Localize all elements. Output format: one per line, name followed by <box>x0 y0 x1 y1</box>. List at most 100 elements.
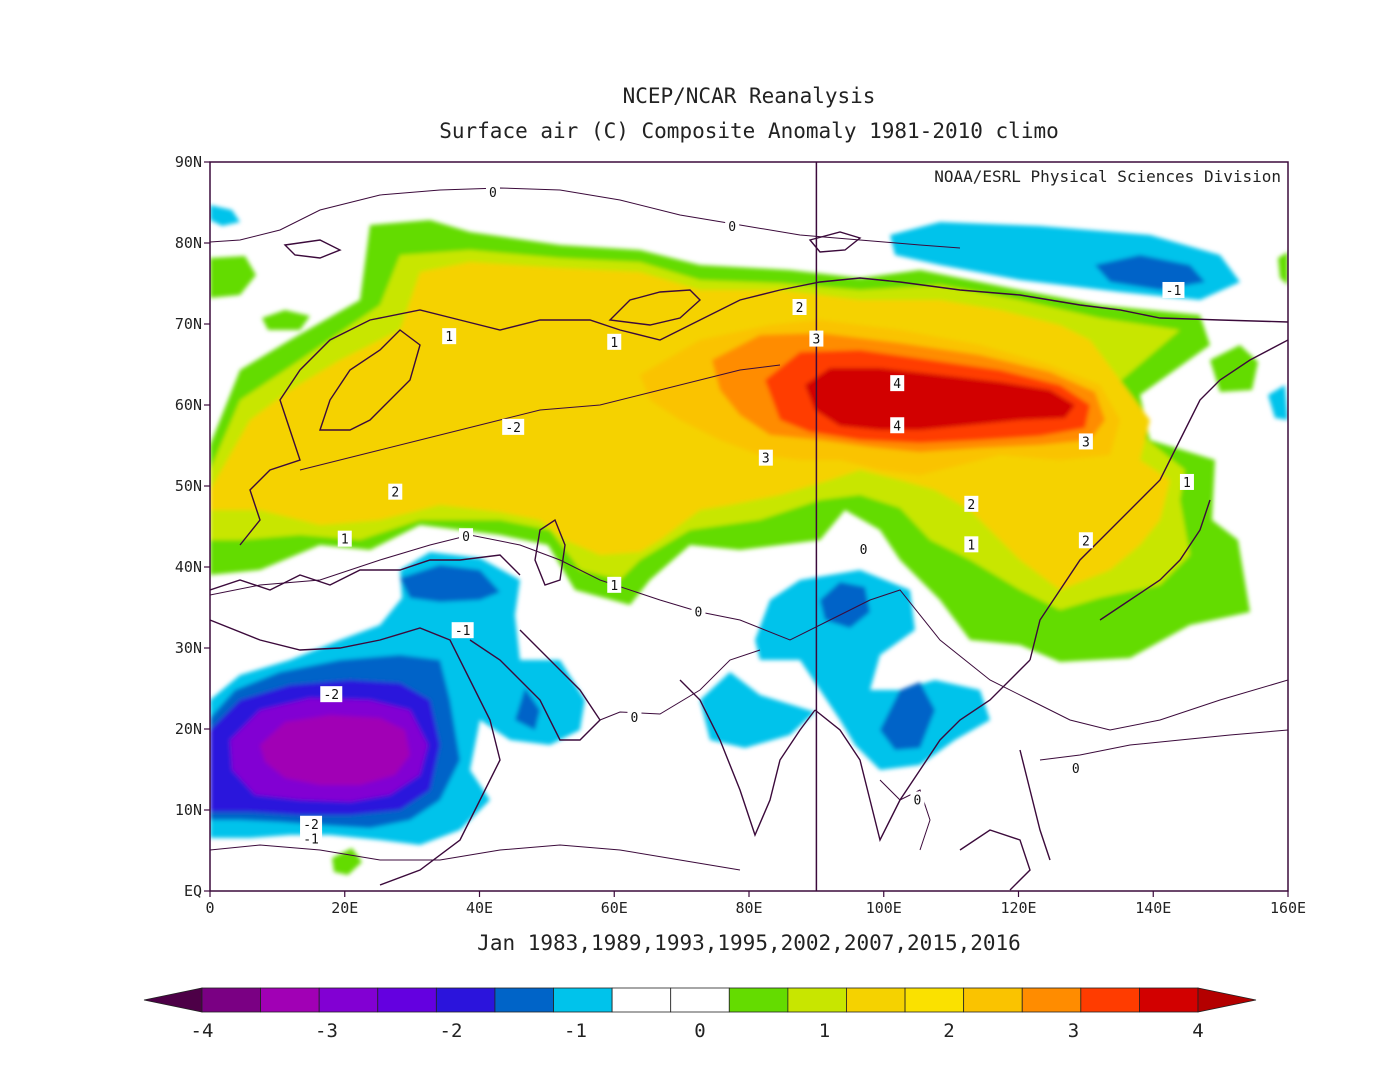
contour-label-text: -1 <box>455 624 471 639</box>
contour-label: 0 <box>627 708 642 726</box>
contour-label-text: 3 <box>1082 435 1090 450</box>
contour-label-box <box>451 622 474 639</box>
anomaly-band-minus-1-central-asia <box>755 570 990 770</box>
anomaly-band-above-4 <box>805 368 1075 430</box>
colorbar-swatch <box>1080 987 1140 1013</box>
contour-label-text: 1 <box>1183 476 1191 491</box>
contour-label-box <box>442 328 457 345</box>
coast-india <box>679 679 816 837</box>
contour-label-text: 0 <box>695 606 703 621</box>
x-tick-label: 140E <box>1135 899 1171 917</box>
contour-label-text: 0 <box>631 711 639 726</box>
coast-caspian <box>534 518 566 586</box>
contour-zero-indochina <box>879 779 931 851</box>
contour-label-text: -1 <box>1166 284 1182 299</box>
anomaly-patch-1-arctic-east <box>1278 252 1288 285</box>
contour-label-box <box>337 530 352 547</box>
anomaly-band-minus-1.5-red-sea <box>515 688 540 730</box>
contour-label-text: 0 <box>1072 762 1080 777</box>
contour-label-text: 0 <box>489 186 497 201</box>
colorbar-tick-label: -3 <box>315 1020 338 1042</box>
anomaly-band-minus-1.5-mideast <box>400 565 500 602</box>
x-tick-label: 80E <box>735 899 762 917</box>
colorbar-swatch <box>787 987 847 1013</box>
coast-europe-asia-north <box>239 277 1288 546</box>
x-axis: 0 20E 40E 60E 80E 100E 120E 140E 160E <box>205 891 1306 917</box>
contour-label-text: 3 <box>812 333 820 348</box>
contour-label-text: 0 <box>860 543 868 558</box>
contour-label-text: 2 <box>967 498 975 513</box>
colorbar-tick-label: -4 <box>191 1020 214 1042</box>
y-tick-label: 60N <box>175 396 202 414</box>
colorbar-swatch <box>611 987 672 1013</box>
contour-label: 3 <box>809 330 824 348</box>
contour-label-box <box>691 603 706 620</box>
coast-mediterranean <box>210 554 521 591</box>
contour-label-box <box>607 576 622 593</box>
colorbar-low-arrow <box>143 987 203 1013</box>
contour-label: 1 <box>607 576 622 594</box>
colorbar-high-arrow <box>1197 987 1257 1013</box>
contour-label-box <box>890 375 905 392</box>
contour-label-text: 0 <box>914 793 922 808</box>
anomaly-patch-minus-1-pacific <box>1268 385 1288 420</box>
contour-label: 2 <box>388 483 403 501</box>
y-tick-label: 30N <box>175 639 202 657</box>
contour-label: 4 <box>890 417 905 434</box>
x-tick-label: 60E <box>601 899 628 917</box>
contour-label-text: 0 <box>728 220 736 235</box>
colorbar-swatch <box>435 987 496 1013</box>
contour-label-box <box>485 183 500 200</box>
contour-label-box <box>856 541 871 558</box>
anomaly-patch-minus-1-arctic-west <box>210 205 240 226</box>
contour-label-box <box>320 686 343 703</box>
contour-label: 1 <box>964 536 979 553</box>
contour-label: 1 <box>337 530 352 548</box>
anomaly-patch-1-pacific <box>1210 345 1258 392</box>
contour-label: 0 <box>691 603 706 621</box>
contour-label: 1 <box>1179 473 1194 491</box>
contour-label-box <box>910 791 925 808</box>
contour-label: -1 <box>451 622 474 639</box>
contour-label-text: 0 <box>462 530 470 545</box>
colorbar-swatch <box>1139 987 1199 1013</box>
y-tick-label: 70N <box>175 315 202 333</box>
contour-zero-mid-latitude <box>210 534 1288 731</box>
contour-label: 0 <box>1068 759 1083 777</box>
x-tick-label: 20E <box>331 899 358 917</box>
coast-japan <box>1099 499 1211 621</box>
y-tick-label: 50N <box>175 477 202 495</box>
coastlines <box>210 231 1288 891</box>
contour-label: 0 <box>910 791 925 808</box>
contour-label-box <box>1179 473 1194 490</box>
contour-label-text: -2 <box>303 818 319 833</box>
contour-label: -1 <box>300 830 323 847</box>
contour-label: 1 <box>607 333 622 351</box>
coast-novaya-zemlya <box>608 289 702 326</box>
contour-label-box <box>459 528 474 545</box>
contour-label-box <box>627 708 642 725</box>
x-tick-label: 40E <box>466 899 493 917</box>
contour-label-box <box>758 449 773 466</box>
colorbar-swatch <box>963 987 1023 1013</box>
contour-label-box <box>388 483 403 500</box>
colorbar-swatch <box>553 987 613 1013</box>
contour-label-text: -2 <box>323 688 339 703</box>
coast-africa <box>210 619 501 886</box>
contour-label: -1 <box>1162 281 1185 299</box>
coast-scandinavia <box>319 329 421 431</box>
contour-zero-pacific <box>1039 729 1288 761</box>
colorbar-tick-label: 1 <box>819 1020 830 1042</box>
contour-label-text: 1 <box>341 533 349 548</box>
contour-label: 0 <box>725 217 740 235</box>
colorbar-tick-label: -2 <box>440 1020 463 1042</box>
contour-label-text: 1 <box>610 579 618 594</box>
coast-se-asia <box>814 659 1031 843</box>
x-tick-label: 0 <box>205 899 214 917</box>
contour-zero-arctic <box>210 187 961 249</box>
y-tick-label: 40N <box>175 558 202 576</box>
contour-label: 3 <box>1078 433 1093 450</box>
colorbar-tick-label: -1 <box>564 1020 587 1042</box>
